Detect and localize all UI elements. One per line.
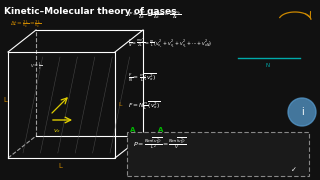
Text: N: N — [266, 63, 270, 68]
Text: Kinetic–Molecular theory of gases: Kinetic–Molecular theory of gases — [4, 7, 177, 16]
Text: i: i — [300, 107, 303, 117]
Text: $\frac{F}{N} = \frac{mv_x^2}{2L} = \frac{m}{L}(v_{x_1}^2 + v_{x_2}^2 + v_{x_3}^2: $\frac{F}{N} = \frac{mv_x^2}{2L} = \frac… — [128, 37, 212, 50]
Text: $\checkmark$: $\checkmark$ — [290, 165, 297, 172]
Text: $v = \frac{L}{t}$: $v = \frac{L}{t}$ — [30, 60, 43, 71]
Circle shape — [288, 98, 316, 126]
Text: A: A — [130, 127, 135, 133]
FancyBboxPatch shape — [127, 132, 309, 176]
Text: A: A — [158, 127, 164, 133]
Text: $F = \frac{\Delta p}{\Delta t} = \frac{m\Delta v}{\Delta t} = \frac{m^2 v_x}{\De: $F = \frac{\Delta p}{\Delta t} = \frac{m… — [128, 7, 181, 22]
Text: $P = \frac{Nm\overline{(v_x^2)}}{L^2} = \frac{Nm\overline{(v_x^2)}}{V}$: $P = \frac{Nm\overline{(v_x^2)}}{L^2} = … — [133, 136, 187, 151]
Text: L: L — [118, 102, 122, 107]
Text: $F = N\frac{m}{L}\overline{(v_x^2)}$: $F = N\frac{m}{L}\overline{(v_x^2)}$ — [128, 100, 161, 112]
Text: L: L — [58, 163, 62, 169]
Text: $\Delta t = \frac{2L}{v_x} = \frac{2L}{v_x}$: $\Delta t = \frac{2L}{v_x} = \frac{2L}{v… — [10, 18, 41, 30]
Text: $v_x$: $v_x$ — [53, 127, 61, 135]
Text: L: L — [3, 97, 7, 103]
Text: $\frac{F}{N} = \frac{m}{L}\overline{(v_x^2)}$: $\frac{F}{N} = \frac{m}{L}\overline{(v_x… — [128, 72, 157, 84]
